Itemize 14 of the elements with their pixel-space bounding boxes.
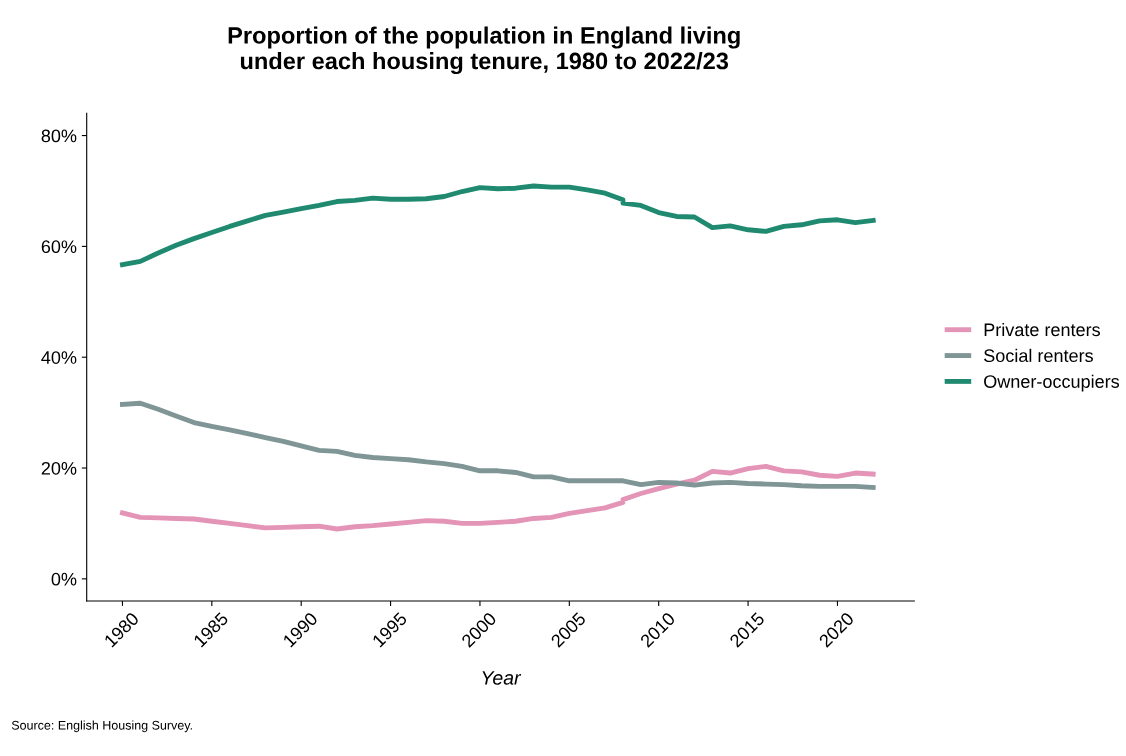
- line-series: [120, 400, 876, 490]
- y-tick-label: 0%: [51, 572, 77, 586]
- legend-label: Social renters: [984, 348, 1093, 363]
- x-axis-title: Year: [482, 671, 522, 685]
- chart-title: Proportion of the population in England living under each housing tenure, 1980 to 2022/23: [228, 26, 740, 75]
- legend-label: Private renters: [984, 322, 1100, 337]
- source-note: Source: English Housing Survey.: [11, 720, 192, 733]
- y-tick-label: 60%: [41, 240, 77, 254]
- y-tick-label: 20%: [41, 461, 77, 475]
- line-series: [120, 183, 876, 268]
- line-series: [120, 463, 876, 532]
- y-tick-label: 80%: [41, 129, 77, 143]
- y-tick-label: 40%: [41, 351, 77, 364]
- legend-label: Owner-occupiers: [984, 374, 1120, 392]
